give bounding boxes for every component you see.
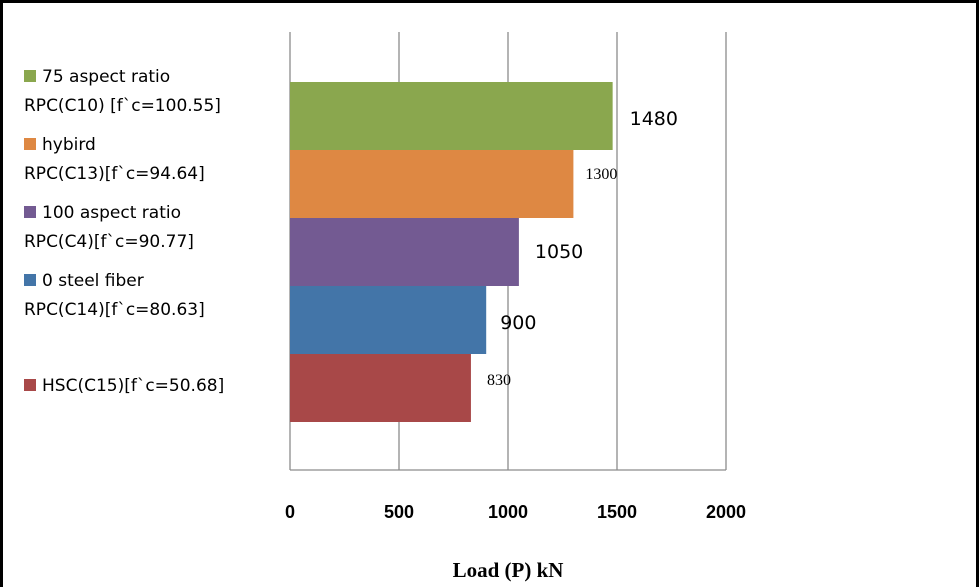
category-label-line2: RPC(C13)[f`c=94.64] <box>24 164 205 184</box>
legend-swatch <box>24 138 36 150</box>
bar <box>290 354 471 422</box>
bar <box>290 218 519 286</box>
bar <box>290 82 613 150</box>
category-label-line1: 0 steel fiber <box>42 271 144 291</box>
legend-swatch <box>24 274 36 286</box>
category-label-line1: 100 aspect ratio <box>42 203 181 223</box>
x-tick-label: 1000 <box>488 502 528 522</box>
value-label: 1300 <box>585 166 617 183</box>
legend: 75 aspect ratio RPC(C10) [f`c=100.55] hybi… <box>24 67 224 396</box>
x-tick-label: 1500 <box>597 502 637 522</box>
x-axis-title: Load (P) kN <box>453 558 564 582</box>
x-tick-labels: 0 500 1000 1500 2000 <box>285 502 746 522</box>
legend-swatch <box>24 206 36 218</box>
legend-swatch <box>24 70 36 82</box>
value-label: 830 <box>487 372 511 389</box>
category-label-line2: RPC(C14)[f`c=80.63] <box>24 300 205 320</box>
x-tick-label: 2000 <box>706 502 746 522</box>
category-label-line1: HSC(C15)[f`c=50.68] <box>42 376 224 396</box>
category-label-line1: hybird <box>42 135 96 155</box>
bar <box>290 286 487 354</box>
category-label-line1: 75 aspect ratio <box>42 67 170 87</box>
bars <box>290 82 613 422</box>
x-tick-label: 500 <box>384 502 414 522</box>
value-label: 900 <box>500 312 536 334</box>
value-label: 1050 <box>535 241 583 263</box>
x-tick-label: 0 <box>285 502 295 522</box>
value-label: 1480 <box>630 108 678 130</box>
legend-swatch <box>24 379 36 391</box>
value-labels: 1480 1300 1050 900 830 <box>487 108 678 389</box>
category-label-line2: RPC(C10) [f`c=100.55] <box>24 96 221 116</box>
category-label-line2: RPC(C4)[f`c=90.77] <box>24 232 194 252</box>
bar <box>290 150 574 218</box>
